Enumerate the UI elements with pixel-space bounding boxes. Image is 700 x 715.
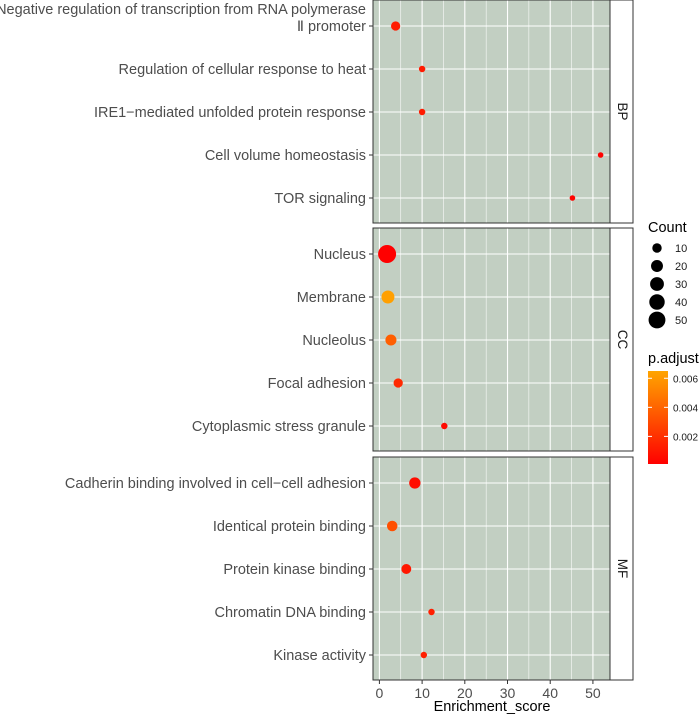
term-label: Focal adhesion <box>268 376 366 392</box>
term-label: Cell volume homeostasis <box>205 148 366 164</box>
data-point <box>441 422 448 430</box>
term-label: Nucleus <box>314 247 366 263</box>
term-label: Nucleolus <box>302 333 366 349</box>
facet-panels: BP CC MF <box>372 0 634 681</box>
count-legend-label: 30 <box>675 279 687 291</box>
facet-cc: CC <box>372 227 634 452</box>
term-label: Regulation of cellular response to heat <box>119 62 366 78</box>
term-label: Negative regulation of transcription fro… <box>0 2 366 18</box>
x-tick-label: 10 <box>414 685 430 701</box>
padjust-colorbar <box>648 371 668 464</box>
x-axis-title: Enrichment_score <box>434 699 551 715</box>
facet-strip <box>609 0 634 224</box>
term-label: TOR signaling <box>274 191 366 207</box>
facet-strip-label: CC <box>615 330 630 350</box>
count-legend: Count 10 20 30 40 50 <box>648 220 687 329</box>
data-point <box>597 152 604 158</box>
x-axis: 0 10 20 30 40 50 <box>376 680 601 701</box>
count-legend-dot <box>649 294 665 310</box>
data-point <box>428 608 435 616</box>
padjust-tick-label: 0.004 <box>673 403 698 414</box>
term-label: Kinase activity <box>273 648 366 664</box>
padjust-tick-label: 0.002 <box>673 432 698 443</box>
term-label: Ⅱ promoter <box>297 19 366 35</box>
count-legend-label: 10 <box>675 243 687 255</box>
data-point <box>391 21 401 31</box>
count-legend-label: 20 <box>675 261 687 273</box>
data-point <box>378 244 397 264</box>
padjust-tick-label: 0.006 <box>673 374 698 385</box>
data-point <box>381 290 395 304</box>
count-legend-dot <box>650 277 664 291</box>
count-legend-title: Count <box>648 220 687 236</box>
count-legend-dot <box>652 243 662 253</box>
term-label: Chromatin DNA binding <box>214 605 366 621</box>
data-point <box>409 477 421 489</box>
data-point <box>385 334 397 346</box>
data-point <box>418 65 426 73</box>
data-point <box>569 195 576 201</box>
term-label: Identical protein binding <box>213 519 366 535</box>
y-axis-labels: Negative regulation of transcription fro… <box>0 2 373 664</box>
term-label: Cadherin binding involved in cell−cell a… <box>65 476 366 492</box>
term-label: Protein kinase binding <box>223 562 366 578</box>
data-point <box>418 108 426 116</box>
padjust-legend-title: p.adjust <box>648 351 699 367</box>
term-label: Cytoplasmic stress granule <box>192 419 366 435</box>
count-legend-label: 50 <box>675 315 687 327</box>
count-legend-dot <box>651 260 663 272</box>
data-point <box>420 651 428 659</box>
count-legend-dot <box>648 311 666 329</box>
facet-strip-label: BP <box>615 102 630 120</box>
data-point <box>401 564 412 574</box>
facet-strip <box>609 227 634 452</box>
x-tick-label: 0 <box>376 685 384 701</box>
facet-strip-label: MF <box>615 559 630 579</box>
x-tick-label: 40 <box>542 685 558 701</box>
term-label: IRE1−mediated unfolded protein response <box>94 105 366 121</box>
padjust-legend: p.adjust 0.002 0.004 0.006 <box>648 351 699 464</box>
term-label: Membrane <box>297 290 366 306</box>
x-tick-label: 50 <box>585 685 601 701</box>
count-legend-label: 40 <box>675 297 687 309</box>
x-tick-label: 30 <box>500 685 516 701</box>
facet-mf: MF <box>372 456 634 681</box>
facet-strip <box>609 456 634 681</box>
data-point <box>386 520 398 532</box>
facet-bp: BP <box>372 0 634 224</box>
x-tick-label: 20 <box>457 685 473 701</box>
data-point <box>393 378 403 388</box>
